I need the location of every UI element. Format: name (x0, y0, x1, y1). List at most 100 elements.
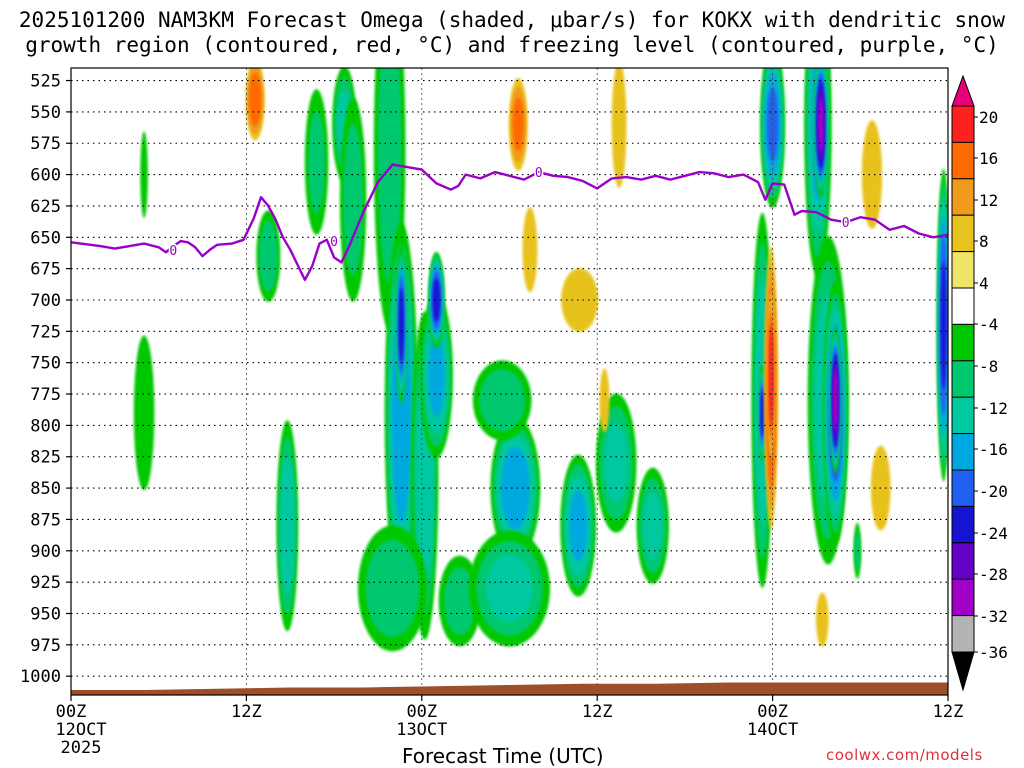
colorbar-box (951, 323, 975, 362)
colorbar-label: -16 (979, 440, 1008, 459)
omega-cell (276, 420, 299, 632)
omega-contour-band (140, 131, 148, 219)
omega-contour-band (818, 98, 824, 151)
freezing-level-layer: 0 0 0 0 (71, 163, 948, 282)
colorbar-label: -36 (979, 643, 1008, 662)
omega-contour-band (940, 261, 947, 390)
omega-cell (256, 210, 281, 302)
omega-contour-band (444, 567, 476, 635)
colorbar-box (951, 178, 975, 216)
colorbar-label: -4 (979, 315, 998, 334)
chart-title-line-2: growth region (contoured, red, °C) and f… (25, 33, 999, 57)
chart-title-line-1: 2025101200 NAM3KM Forecast Omega (shaded… (18, 8, 1006, 32)
omega-contour-band (428, 333, 445, 417)
y-tick-label: 950 (30, 604, 61, 624)
colorbar-box (951, 615, 975, 653)
y-tick-label: 550 (30, 103, 61, 123)
colorbar-box (951, 433, 975, 471)
y-tick-label: 975 (30, 636, 61, 656)
omega-cell (829, 327, 842, 474)
omega-contour-band (280, 456, 295, 595)
omega-contour-band (365, 539, 420, 638)
omega-contour-band (248, 72, 262, 127)
omega-cell (490, 416, 541, 560)
omega-contour-band (377, 68, 402, 285)
omega-contour-band (432, 278, 441, 322)
x-tick-label: 00Z (55, 702, 87, 722)
plot-frame (70, 67, 949, 696)
colorbar-label: 4 (979, 274, 989, 293)
omega-contour-band (833, 369, 838, 432)
omega-cell (468, 530, 551, 647)
omega-contour-band (604, 422, 628, 504)
x-tick-date-label: 12OCT (55, 720, 107, 740)
x-tick-label: 00Z (406, 702, 438, 722)
y-tick-label: 925 (30, 573, 61, 593)
omega-contour-band (599, 368, 610, 433)
terrain-fill (71, 682, 948, 695)
x-axis-ticks (70, 695, 949, 701)
omega-cell (133, 335, 155, 491)
y-tick-label: 750 (30, 354, 61, 374)
colorbar-label: -24 (979, 524, 1008, 543)
x-tick-label: 00Z (757, 702, 788, 722)
omega-contour-band (561, 268, 599, 332)
freezing-level-line (71, 163, 948, 282)
y-tick-label: 700 (30, 291, 61, 311)
omega-cell (508, 77, 528, 171)
omega-cell (339, 97, 367, 302)
y-tick-label: 775 (30, 385, 61, 405)
omega-cell (813, 68, 828, 198)
omega-contour-band (861, 120, 883, 229)
colorbar-box (951, 360, 975, 398)
omega-cell (599, 368, 610, 433)
y-tick-label: 900 (30, 542, 61, 562)
omega-cell (245, 68, 265, 141)
y-tick-label: 725 (30, 322, 61, 342)
omega-contour-band (486, 554, 533, 622)
omega-cell (427, 251, 445, 349)
colorbar-box (951, 396, 975, 435)
x-tick-label: 12Z (581, 702, 613, 722)
colorbar-label: 16 (979, 149, 998, 168)
colorbar-label: 8 (979, 232, 989, 251)
y-tick-label: 1000 (20, 667, 61, 687)
omega-cell (561, 268, 599, 332)
omega-cell (853, 522, 862, 579)
colorbar-box (951, 542, 975, 580)
omega-cell (936, 168, 948, 482)
omega-cell (611, 68, 627, 189)
freezing-level-contour-label: 0 (169, 244, 177, 259)
omega-contour-band (259, 220, 278, 292)
omega-contour-band (308, 110, 325, 214)
y-tick-label: 575 (30, 134, 61, 154)
colorbar-box (951, 505, 975, 544)
x-axis-title: Forecast Time (UTC) (402, 744, 604, 768)
x-tick-label: 12Z (231, 702, 262, 722)
y-tick-label: 875 (30, 510, 61, 530)
x-tick-date-label: 14OCT (747, 720, 799, 740)
omega-contour-band (500, 446, 530, 530)
omega-cell (636, 467, 669, 584)
colorbar-top-arrow (951, 74, 975, 107)
omega-contour-band (643, 492, 663, 560)
omega-contour-band (760, 389, 765, 437)
colorbar-bottom-arrow (951, 651, 975, 692)
omega-contour-band (479, 369, 525, 432)
omega-contour-band (398, 287, 405, 363)
y-tick-label: 825 (30, 448, 61, 468)
colorbar-box (951, 469, 975, 507)
x-tick-label: 12Z (932, 702, 964, 722)
colorbar-box (951, 141, 975, 180)
colorbar-label: 20 (979, 108, 998, 127)
colorbar-box (951, 105, 975, 143)
y-tick-label: 625 (30, 197, 61, 217)
colorbar-label: -20 (979, 482, 1008, 501)
colorbar-label: -8 (979, 357, 998, 376)
omega-cell (395, 246, 407, 404)
colorbar-box (951, 251, 975, 289)
x-tick-date-label: 2025 (60, 738, 102, 758)
colorbar-label: -12 (979, 399, 1008, 418)
y-tick-label: 675 (30, 260, 61, 280)
